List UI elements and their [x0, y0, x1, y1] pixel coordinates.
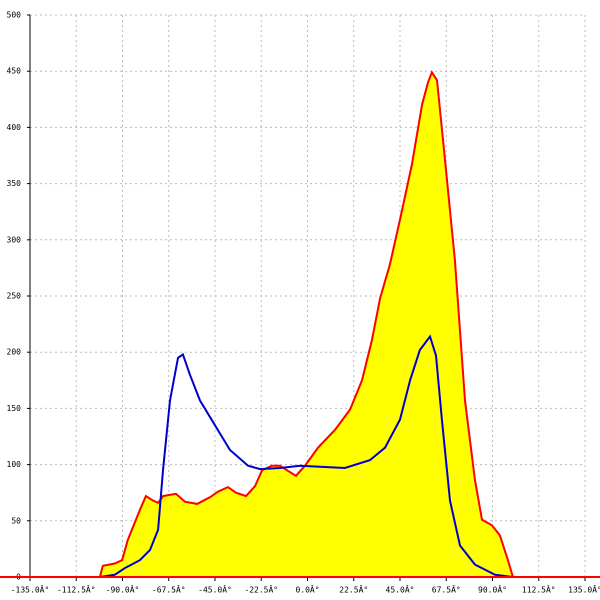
- x-tick-label: -90.0Â°: [106, 584, 140, 595]
- area: [98, 70, 515, 578]
- y-tick-label: 250: [7, 292, 22, 301]
- y-tick-label: 500: [7, 11, 22, 20]
- y-tick-label: 200: [7, 348, 22, 357]
- x-tick-label: -135.0Â°: [11, 584, 50, 595]
- x-tick-label: 22.5Â°: [339, 584, 368, 595]
- x-tick-label: 90.0Â°: [478, 584, 507, 595]
- x-tick-label: 135.0Â°: [568, 584, 600, 595]
- x-tick-label: -45.0Â°: [198, 584, 232, 595]
- x-tick-label: 0.0Â°: [295, 584, 319, 595]
- x-tick-label: 112.5Â°: [522, 584, 556, 595]
- y-tick-label: 150: [7, 404, 22, 413]
- y-tick-label: 50: [11, 516, 21, 525]
- x-tick-label: -22.5Â°: [244, 584, 278, 595]
- y-tick-label: 100: [7, 460, 22, 469]
- line: [99, 334, 514, 578]
- x-tick-label: 67.5Â°: [432, 584, 461, 595]
- x-tick-label: 45.0Â°: [386, 584, 415, 595]
- y-tick-label: 350: [7, 179, 22, 188]
- y-tick-label: 400: [7, 123, 22, 132]
- x-tick-label: -112.5Â°: [57, 584, 96, 595]
- y-tick-label: 300: [7, 235, 22, 244]
- y-tick-label: 450: [7, 67, 22, 76]
- x-tick-label: -67.5Â°: [152, 584, 186, 595]
